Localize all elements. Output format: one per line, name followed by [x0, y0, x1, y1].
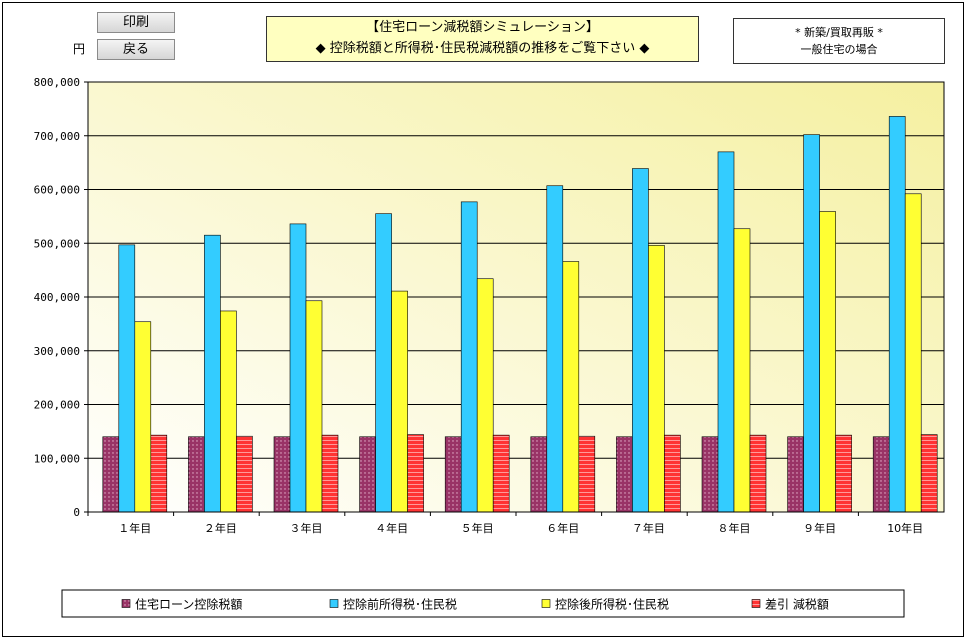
- x-tick-label: 10年目: [887, 521, 923, 535]
- before-tax-bar: [632, 168, 649, 513]
- note-box: * 新築/買取再販 * 一般住宅の場合: [733, 18, 945, 64]
- y-tick-label: 300,000: [34, 345, 80, 358]
- legend-box: [61, 589, 905, 618]
- after-tax-bar: [904, 193, 922, 513]
- x-tick-label: ２年目: [204, 521, 237, 535]
- note-line-2: 一般住宅の場合: [800, 43, 878, 56]
- difference-bar: [321, 434, 339, 513]
- difference-bar: [578, 435, 596, 513]
- before-tax-bar: [118, 244, 136, 513]
- note-line-1: * 新築/買取再販 *: [795, 26, 883, 39]
- before-tax-bar: [803, 134, 820, 513]
- before-tax-bar: [546, 185, 564, 513]
- after-tax-bar: [648, 245, 665, 513]
- y-tick-label: 400,000: [34, 291, 80, 304]
- y-tick-label: 100,000: [34, 452, 80, 465]
- y-tick-label: 700,000: [34, 130, 80, 143]
- legend-loan-deduction-label: 住宅ローン控除税額: [135, 597, 242, 612]
- loan-deduction-bar: [444, 436, 462, 513]
- before-tax-bar: [375, 213, 392, 513]
- x-tick-label: ９年目: [803, 521, 836, 535]
- before-tax-bar: [717, 151, 735, 513]
- before-tax-bar: [204, 234, 221, 513]
- title-line-1: 【住宅ローン減税額シミュレーション】: [366, 20, 599, 35]
- after-tax-bar: [819, 211, 836, 513]
- difference-bar: [407, 434, 424, 513]
- title-box: 【住宅ローン減税額シミュレーション】 ◆ 控除税額と所得税･住民税減税額の推移を…: [266, 16, 699, 62]
- unit-label: 円: [73, 42, 86, 56]
- x-tick-label: ４年目: [375, 521, 408, 535]
- x-tick-label: ７年目: [632, 521, 665, 535]
- loan-deduction-bar: [616, 436, 633, 513]
- legend-loan-deduction-swatch: [121, 599, 131, 608]
- legend-before-tax-swatch: [329, 599, 339, 608]
- after-tax-bar: [476, 278, 494, 513]
- x-tick-label: ６年目: [546, 521, 579, 535]
- after-tax-bar: [134, 321, 152, 513]
- legend-before-tax-label: 控除前所得税･住民税: [343, 597, 457, 612]
- legend-after-tax-swatch: [541, 599, 551, 608]
- difference-bar: [236, 435, 253, 513]
- x-tick-label: ８年目: [718, 521, 751, 535]
- x-tick-label: ５年目: [461, 521, 494, 535]
- legend-difference-swatch: [751, 599, 761, 608]
- legend-after-tax-label: 控除後所得税･住民税: [555, 597, 669, 612]
- y-tick-label: 0: [73, 506, 80, 519]
- after-tax-bar: [391, 290, 408, 513]
- loan-deduction-bar: [188, 436, 205, 513]
- loan-deduction-bar: [102, 436, 120, 513]
- y-tick-label: 800,000: [34, 76, 80, 89]
- back-button[interactable]: 戻る: [97, 39, 175, 60]
- loan-deduction-bar: [530, 436, 548, 513]
- loan-deduction-bar: [359, 436, 376, 513]
- loan-deduction-bar: [787, 436, 804, 513]
- loan-deduction-bar: [273, 436, 291, 513]
- y-tick-label: 200,000: [34, 399, 80, 412]
- loan-deduction-bar: [701, 436, 719, 513]
- x-tick-label: ３年目: [290, 521, 323, 535]
- legend-difference-label: 差引 減税額: [765, 597, 829, 612]
- loan-deduction-bar: [872, 436, 890, 513]
- difference-bar: [664, 434, 681, 513]
- before-tax-bar: [888, 116, 906, 513]
- after-tax-bar: [733, 228, 751, 513]
- x-tick-label: １年目: [118, 521, 151, 535]
- difference-bar: [749, 434, 767, 513]
- difference-bar: [835, 434, 852, 513]
- after-tax-bar: [562, 261, 580, 513]
- print-button[interactable]: 印刷: [97, 12, 175, 33]
- after-tax-bar: [220, 310, 237, 513]
- title-line-2: ◆ 控除税額と所得税･住民税減税額の推移をご覧下さい ◆: [315, 41, 650, 56]
- before-tax-bar: [289, 223, 307, 513]
- difference-bar: [920, 434, 938, 513]
- y-tick-label: 600,000: [34, 184, 80, 197]
- y-tick-label: 500,000: [34, 237, 80, 250]
- after-tax-bar: [305, 300, 323, 513]
- difference-bar: [492, 434, 510, 513]
- difference-bar: [150, 434, 168, 513]
- before-tax-bar: [460, 201, 478, 513]
